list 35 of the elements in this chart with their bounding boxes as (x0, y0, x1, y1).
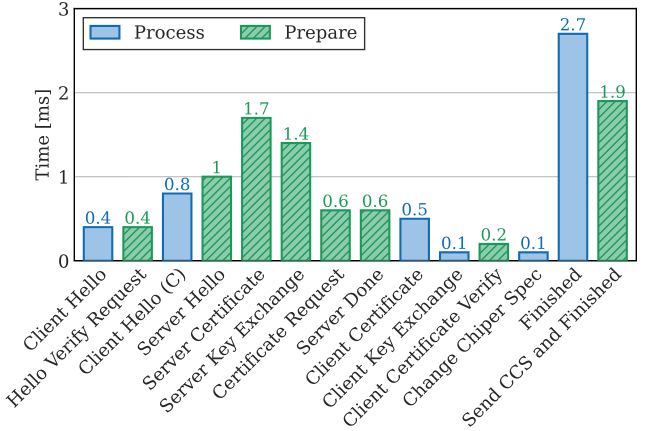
bar (438, 251, 470, 261)
data-label: 1.7 (245, 102, 268, 115)
bar (280, 142, 312, 261)
legend-label: Process (134, 25, 204, 39)
bar (201, 176, 232, 261)
data-label: 2.7 (560, 18, 586, 31)
bar (597, 100, 628, 261)
data-label: 0.6 (362, 194, 388, 208)
bar (320, 209, 351, 261)
data-label: 1.4 (284, 127, 308, 140)
bar (241, 116, 272, 261)
legend-label: Prepare (285, 25, 356, 42)
bar (162, 192, 192, 261)
y-tick-label: 2 (59, 86, 68, 100)
y-tick-label: 3 (59, 2, 68, 16)
y-axis-title: Time [ms] (34, 90, 52, 180)
data-label: 0.8 (165, 178, 190, 190)
bar (360, 209, 390, 261)
data-label: 0.5 (402, 202, 427, 216)
data-label: 0.6 (323, 194, 348, 208)
data-label: 0.2 (482, 228, 506, 241)
data-label: 1 (214, 160, 220, 174)
bar (122, 226, 153, 261)
bar (478, 242, 510, 261)
data-label: 0.1 (521, 236, 544, 250)
bar (399, 218, 430, 261)
y-tick-label: 0 (59, 254, 68, 268)
bar (82, 226, 114, 261)
y-tick-label: 1 (60, 170, 67, 184)
data-label: 1.9 (601, 85, 625, 98)
bar (558, 32, 588, 261)
data-label: 0.4 (86, 211, 110, 224)
data-label: 0.1 (442, 236, 466, 250)
bar (518, 251, 549, 261)
data-label: 0.4 (125, 211, 150, 224)
